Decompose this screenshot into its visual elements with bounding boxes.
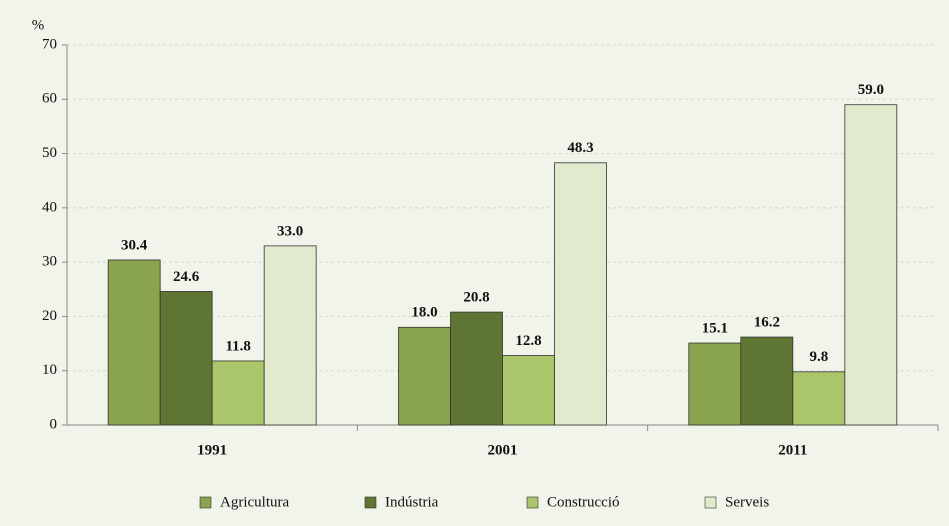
bar [450, 311, 503, 426]
bar [502, 355, 555, 426]
value-label: 16.2 [754, 314, 780, 330]
y-tick-label: 0 [50, 416, 58, 432]
bar [211, 360, 265, 426]
y-tick-label: 70 [42, 36, 57, 52]
value-label: 20.8 [463, 290, 489, 306]
y-tick-label: 40 [42, 199, 57, 215]
bar [159, 291, 213, 426]
legend-swatch [526, 496, 539, 509]
value-label: 24.6 [173, 269, 200, 285]
legend-label: Indústria [385, 494, 439, 510]
y-axis-label: % [32, 17, 45, 33]
x-tick-label: 2011 [778, 442, 807, 458]
bar [740, 336, 794, 426]
value-label: 48.3 [567, 140, 593, 156]
bar [792, 371, 846, 426]
y-tick-label: 50 [42, 145, 57, 161]
y-tick-label: 10 [42, 362, 57, 378]
bar [844, 104, 898, 426]
legend-label: Construcció [547, 494, 620, 510]
bar [107, 259, 161, 426]
value-label: 11.8 [225, 338, 250, 354]
value-label: 59.0 [858, 82, 884, 98]
y-tick-label: 30 [42, 254, 57, 270]
y-tick-label: 60 [42, 91, 57, 107]
legend-swatch [364, 496, 377, 509]
bar [554, 162, 607, 426]
value-label: 12.8 [515, 333, 541, 349]
value-label: 15.1 [702, 320, 728, 336]
bar [263, 245, 317, 426]
bar [688, 342, 742, 426]
legend-swatch [199, 496, 212, 509]
bar [398, 326, 451, 426]
value-label: 33.0 [277, 223, 303, 239]
value-label: 9.8 [809, 349, 828, 365]
x-tick-label: 2001 [488, 442, 518, 458]
value-label: 18.0 [411, 305, 437, 321]
x-tick-label: 1991 [197, 442, 227, 458]
legend-label: Serveis [725, 494, 769, 510]
legend-label: Agricultura [220, 494, 289, 510]
value-label: 30.4 [121, 237, 148, 253]
legend-swatch [704, 496, 717, 509]
y-tick-label: 20 [42, 308, 57, 324]
